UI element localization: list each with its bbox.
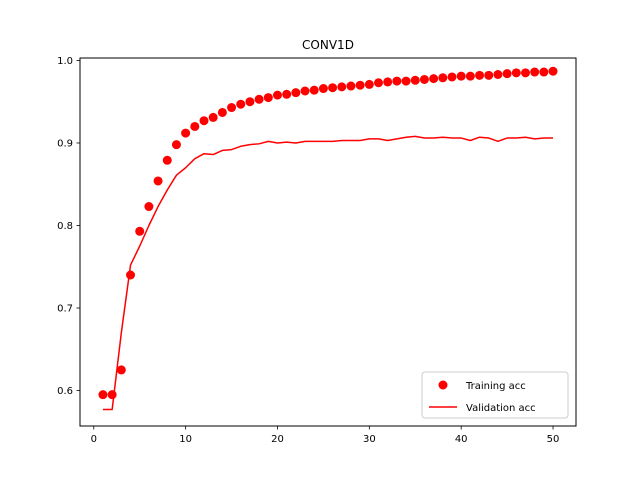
training-acc-point <box>530 67 540 77</box>
training-acc-point <box>254 94 264 104</box>
training-acc-point <box>429 74 439 84</box>
training-acc-point <box>300 86 310 96</box>
legend-label-validation: Validation acc <box>466 403 536 414</box>
validation-acc-line <box>102 135 554 411</box>
y-tick-label: 0.6 <box>57 386 73 397</box>
training-acc-point <box>383 77 393 87</box>
training-acc-point <box>126 270 136 280</box>
training-acc-point <box>502 69 512 79</box>
training-acc-point <box>410 75 420 85</box>
training-acc-point <box>520 68 530 78</box>
training-acc-point <box>318 84 328 94</box>
x-axis: 0 10 20 30 40 50 <box>91 426 560 445</box>
training-acc-point <box>493 70 503 79</box>
training-acc-point <box>116 365 126 375</box>
y-tick-label: 0.8 <box>57 221 73 232</box>
legend-marker-training <box>438 380 448 390</box>
training-acc-point <box>263 93 273 103</box>
training-acc-point <box>465 71 475 81</box>
training-acc-point <box>511 68 521 78</box>
training-acc-point <box>438 73 448 83</box>
training-acc-point <box>374 78 384 88</box>
training-acc-point <box>282 89 292 99</box>
chart-title: CONV1D <box>302 38 354 52</box>
legend-label-training: Training acc <box>465 381 526 392</box>
training-acc-point <box>355 80 365 90</box>
legend-box <box>421 371 569 419</box>
training-acc-point <box>181 128 191 138</box>
training-acc-point <box>392 76 402 86</box>
training-acc-point <box>227 103 237 113</box>
training-acc-point <box>272 90 282 100</box>
y-tick-label: 1.0 <box>57 56 73 67</box>
training-acc-point <box>364 79 374 89</box>
plot-frame <box>79 57 577 427</box>
training-acc-point <box>309 85 319 95</box>
training-acc-point <box>475 70 485 80</box>
training-acc-point <box>419 74 429 84</box>
training-acc-point <box>236 99 246 109</box>
training-acc-point <box>199 116 209 126</box>
training-acc-point <box>135 226 145 236</box>
training-acc-point <box>337 82 347 92</box>
legend: Training acc Validation acc <box>421 371 569 419</box>
training-acc-point <box>291 88 301 98</box>
training-acc-point <box>484 70 494 80</box>
training-acc-point <box>539 67 549 77</box>
y-axis: 0.6 0.7 0.8 0.9 1.0 <box>57 56 80 397</box>
training-acc-point <box>346 81 356 91</box>
training-acc-point <box>107 390 117 400</box>
training-acc-point <box>153 176 163 186</box>
training-acc-point <box>98 390 108 400</box>
x-tick-label: 0 <box>91 434 97 445</box>
training-acc-point <box>548 66 558 76</box>
training-acc-point <box>401 76 411 86</box>
y-tick-label: 0.7 <box>57 304 73 315</box>
training-acc-point <box>456 71 466 81</box>
training-acc-point <box>171 140 181 150</box>
training-acc-point <box>144 202 154 212</box>
x-tick-label: 30 <box>363 434 376 445</box>
x-tick-label: 10 <box>179 434 192 445</box>
training-acc-point <box>190 121 200 131</box>
plot-area <box>98 66 558 411</box>
training-acc-point <box>328 83 338 93</box>
x-tick-label: 40 <box>455 434 468 445</box>
y-tick-label: 0.9 <box>57 139 73 150</box>
training-acc-point <box>217 107 227 117</box>
x-tick-label: 20 <box>271 434 284 445</box>
training-acc-point <box>208 112 218 122</box>
x-tick-label: 50 <box>547 434 560 445</box>
training-acc-point <box>162 155 172 165</box>
training-acc-point <box>245 97 255 107</box>
training-acc-point <box>447 72 457 82</box>
